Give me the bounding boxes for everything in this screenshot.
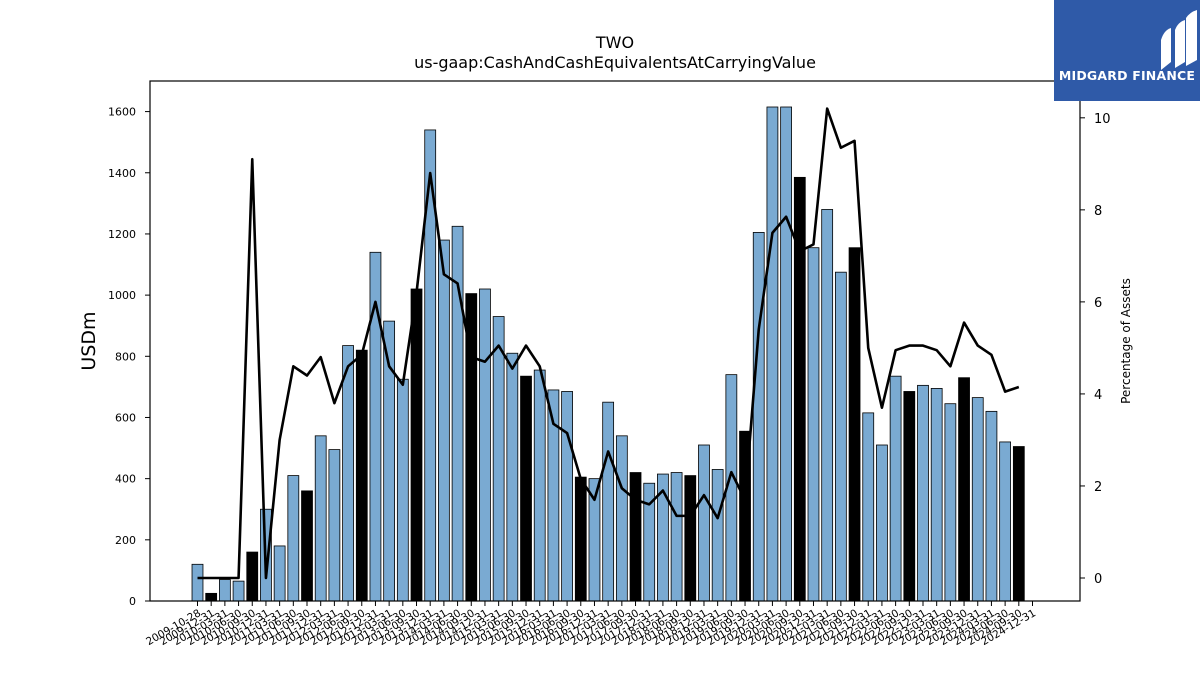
bar-2009-10-28 (191, 563, 204, 602)
bar-2023-09-30 (958, 377, 970, 602)
y-tick-label: 1400 (108, 167, 136, 180)
bar-2021-06-30 (834, 271, 847, 602)
bar-2013-06-30 (396, 378, 409, 602)
y2-tick-label: 4 (1094, 388, 1102, 403)
bar-2015-03-31 (492, 316, 505, 602)
chart-subtitle: us-gaap:CashAndCashEquivalentsAtCarrying… (414, 53, 816, 72)
bar-2020-06-30 (780, 106, 792, 602)
bar-2011-03-31 (273, 545, 286, 602)
y-tick-label: 1200 (108, 228, 136, 241)
bar-2016-06-30 (561, 391, 573, 602)
y-axis-label: USDm (78, 311, 100, 370)
y2-tick-label: 6 (1094, 296, 1102, 311)
y2-tick-label: 2 (1094, 480, 1102, 495)
bar-2017-03-31 (602, 401, 615, 602)
bar-2011-12-31 (314, 435, 327, 602)
bar-2012-03-31 (328, 449, 341, 602)
bar-2024-06-30 (999, 441, 1011, 602)
bar-2010-06-30 (232, 580, 245, 602)
bar-2018-09-30 (684, 475, 697, 602)
bar-2017-06-30 (615, 435, 628, 602)
bar-2010-03-31 (219, 579, 231, 602)
bar-2015-06-30 (506, 352, 519, 602)
plot-frame (149, 80, 1081, 602)
chart-title: TWO (595, 33, 634, 52)
bar-2015-09-30 (520, 375, 532, 602)
bar-2023-12-31 (971, 397, 984, 602)
bar-2016-09-30 (574, 476, 587, 602)
logo-mark-icon (1161, 10, 1197, 70)
bar-2022-09-30 (903, 391, 916, 602)
bar-2023-06-30 (944, 403, 957, 602)
bar-2019-03-31 (711, 469, 724, 602)
bar-2022-12-31 (917, 384, 929, 602)
y-tick-label: 400 (115, 473, 136, 486)
y-tick-label: 0 (129, 595, 136, 608)
bar-2018-12-31 (698, 444, 710, 602)
bar-2019-12-31 (752, 232, 765, 602)
bar-2021-09-30 (848, 247, 861, 602)
line-group (197, 107, 1020, 580)
logo-text: MIDGARD FINANCE (1058, 68, 1196, 83)
bar-2018-06-30 (670, 472, 683, 602)
y-tick-label: 800 (115, 350, 136, 363)
brand-logo: MIDGARD FINANCE (1054, 0, 1200, 101)
bar-2021-12-31 (862, 412, 875, 602)
bar-2012-09-30 (355, 349, 368, 602)
series-line-percentage (197, 107, 1020, 580)
bar-2022-06-30 (889, 375, 902, 602)
y2-tick-label: 8 (1094, 204, 1102, 219)
x-axis: 2009-10-282009-12-312010-03-312010-06-30… (144, 601, 1038, 648)
bar-2009-12-31 (205, 592, 218, 602)
bar-2022-03-31 (876, 444, 888, 602)
bars-group (191, 106, 1025, 602)
y-tick-label: 600 (115, 411, 136, 424)
bar-2014-03-31 (438, 239, 450, 602)
bar-2024-09-30 (1012, 446, 1025, 602)
bar-2021-03-31 (821, 209, 834, 602)
y-tick-label: 1600 (108, 106, 136, 119)
y-axis-left: 0 200 400 600 800 1000 1200 1400 1600 (108, 106, 150, 608)
y-tick-label: 200 (115, 534, 136, 547)
bar-2013-09-30 (410, 288, 423, 602)
bar-2017-09-30 (629, 472, 642, 602)
bar-2012-06-30 (342, 345, 354, 602)
bar-2010-09-30 (246, 551, 259, 602)
y2-tick-label: 10 (1094, 112, 1111, 127)
bar-2024-03-31 (985, 410, 998, 602)
bar-2020-03-31 (766, 106, 779, 602)
y2-tick-label: 0 (1094, 572, 1102, 587)
bar-2020-12-31 (807, 247, 820, 602)
bar-2015-12-31 (533, 369, 546, 602)
bar-2011-06-30 (287, 475, 300, 602)
y-axis-right: 0 2 4 6 8 10 (1080, 112, 1111, 587)
bar-2014-12-31 (479, 288, 491, 602)
bar-2011-09-30 (301, 490, 313, 602)
y2-axis-label: Percentage of Assets (1119, 278, 1133, 404)
y-tick-label: 1000 (108, 289, 136, 302)
bar-2023-03-31 (930, 388, 943, 602)
